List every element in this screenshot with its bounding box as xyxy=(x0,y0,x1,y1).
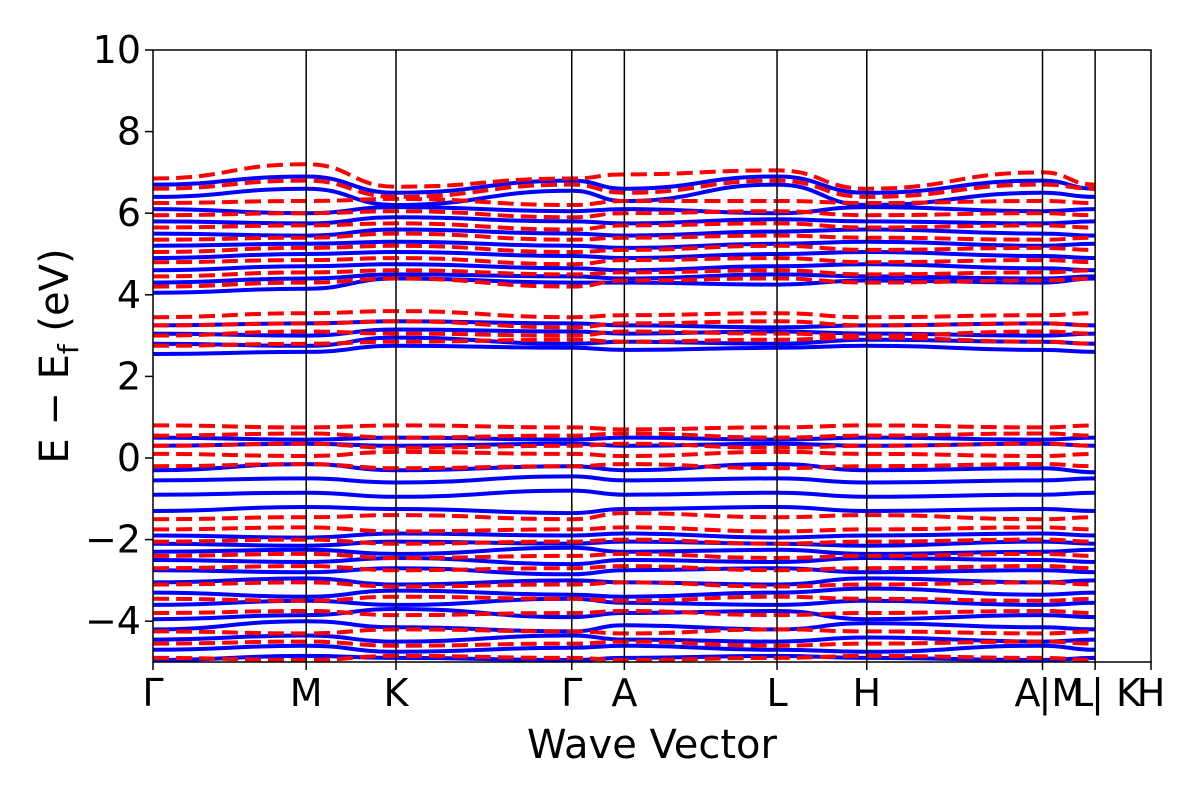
x-tick-label: |M xyxy=(1039,671,1085,716)
x-axis-label: Wave Vector xyxy=(527,722,778,768)
x-tick-label: M xyxy=(290,671,323,715)
x-tick-label: H xyxy=(1137,671,1166,715)
y-tick-label: 8 xyxy=(117,110,141,154)
y-axis-label: E − Ef (eV) xyxy=(32,248,85,463)
y-tick-label: 6 xyxy=(117,191,141,235)
y-tick-label: 10 xyxy=(93,28,141,72)
kpoint-lines xyxy=(305,50,1096,662)
x-tick-label: A xyxy=(1015,671,1041,715)
y-axis-label-main: E − E xyxy=(32,354,78,464)
x-tick-label: | K xyxy=(1091,671,1142,716)
x-tick-label: A xyxy=(611,671,637,715)
x-tick-label: Γ xyxy=(561,671,582,715)
y-axis: −4 −2 0 2 4 6 8 10 xyxy=(85,28,153,643)
x-tick-label: K xyxy=(384,671,410,715)
x-tick-label: H xyxy=(852,671,881,715)
y-tick-label: 2 xyxy=(117,354,141,398)
x-axis: Γ M K Γ A L H A|ML| KH xyxy=(142,662,1165,716)
y-tick-label: 4 xyxy=(117,273,141,317)
y-tick-label: −2 xyxy=(85,518,141,562)
x-tick-label: Γ xyxy=(142,671,163,715)
x-tick-label: L xyxy=(1072,671,1093,715)
band-line-dashed-29 xyxy=(153,162,1096,191)
y-axis-label-sub: f xyxy=(52,343,85,354)
y-tick-label: 0 xyxy=(117,436,141,480)
plot-frame xyxy=(152,49,1152,663)
y-axis-label-unit: (eV) xyxy=(32,248,78,344)
y-tick-label: −4 xyxy=(85,599,141,643)
x-tick-label: L xyxy=(766,671,787,715)
